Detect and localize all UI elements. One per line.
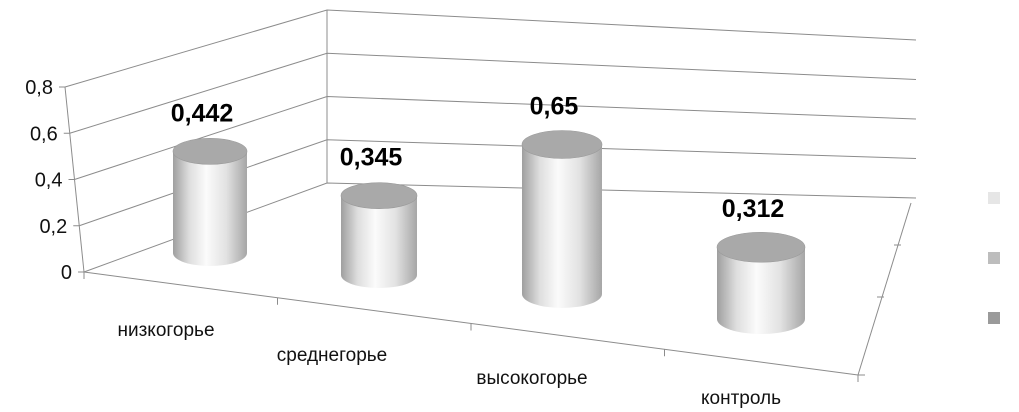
bar-top bbox=[716, 231, 806, 263]
category-label: низкогорье bbox=[117, 320, 214, 341]
bar-body bbox=[173, 151, 247, 266]
gridline bbox=[64, 9, 917, 88]
bar-cylinder bbox=[521, 130, 603, 308]
bar-top bbox=[172, 138, 248, 165]
cylinder-bars bbox=[172, 130, 806, 334]
gridlines bbox=[64, 9, 917, 273]
bar-cylinder bbox=[340, 182, 418, 288]
axes bbox=[59, 86, 912, 382]
bar-body bbox=[717, 247, 805, 334]
bar-top bbox=[521, 130, 603, 159]
legend-swatch bbox=[988, 312, 1000, 324]
data-label: 0,442 bbox=[171, 99, 234, 127]
legend-swatch bbox=[988, 252, 1000, 264]
category-labels: низкогорье среднегорье высокогорье контроль bbox=[117, 320, 781, 409]
category-label: контроль bbox=[701, 388, 781, 409]
bar-body bbox=[522, 144, 602, 308]
data-label: 0,345 bbox=[340, 144, 403, 172]
legend-swatch bbox=[988, 192, 1000, 204]
bar-cylinder bbox=[172, 138, 248, 266]
y-axis bbox=[64, 86, 85, 273]
legend bbox=[988, 192, 1000, 324]
data-label: 0,65 bbox=[530, 93, 579, 121]
y-tick-label: 0,2 bbox=[39, 216, 67, 238]
y-tick-label: 0,4 bbox=[35, 170, 63, 192]
y-tick-label: 0,8 bbox=[25, 77, 53, 99]
data-labels: 0,442 0,345 0,65 0,312 bbox=[171, 93, 785, 224]
category-label: высокогорье bbox=[476, 368, 587, 389]
depth-axis bbox=[857, 202, 912, 376]
category-label: среднегорье bbox=[277, 345, 387, 366]
y-tick-labels: 0 0,2 0,4 0,6 0,8 bbox=[25, 77, 72, 284]
bar-cylinder bbox=[716, 231, 806, 334]
y-tick-label: 0,6 bbox=[30, 123, 58, 145]
bar-body bbox=[341, 195, 417, 288]
bar-top bbox=[340, 182, 418, 209]
y-tick-label: 0 bbox=[61, 262, 72, 284]
data-label: 0,312 bbox=[722, 195, 785, 223]
